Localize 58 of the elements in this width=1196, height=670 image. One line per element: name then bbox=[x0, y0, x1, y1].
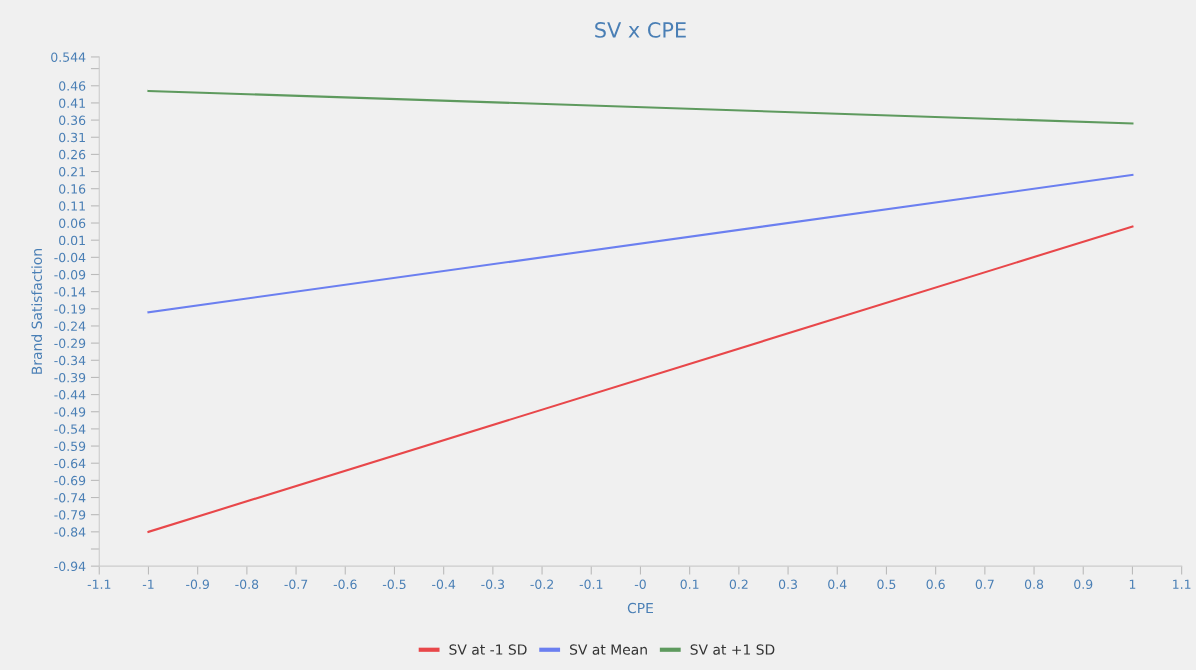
x-tick-label: -0.7 bbox=[284, 579, 308, 590]
x-tick-label: 1.1 bbox=[1173, 579, 1191, 589]
y-tick-label: -0.54 bbox=[54, 424, 86, 434]
y-tick-label: -0.39 bbox=[54, 372, 86, 383]
y-tick-label: 0.11 bbox=[59, 201, 85, 211]
y-tick-label: -0.64 bbox=[54, 458, 86, 469]
x-tick-label: 0.2 bbox=[729, 579, 748, 590]
y-tick-label: -0.14 bbox=[54, 287, 86, 297]
y-tick-label: -0.19 bbox=[54, 304, 86, 314]
x-tick-label: -0.1 bbox=[579, 579, 603, 590]
y-tick-label: -0.44 bbox=[54, 390, 86, 400]
x-tick-label: -1 bbox=[142, 579, 154, 589]
x-axis-title: CPE bbox=[627, 602, 653, 614]
y-tick-label: 0.26 bbox=[59, 149, 86, 160]
x-tick-label: -0.3 bbox=[481, 579, 505, 590]
y-axis-title: Brand Satisfaction bbox=[31, 249, 43, 374]
y-tick-label: -0.84 bbox=[54, 527, 86, 537]
x-tick-label: 0.6 bbox=[926, 579, 945, 590]
y-tick-label: -0.29 bbox=[54, 338, 86, 349]
x-tick-label: 0.5 bbox=[877, 579, 896, 590]
x-tick-label: 0.3 bbox=[778, 579, 797, 590]
y-tick-label: -0.09 bbox=[54, 269, 86, 280]
y-tick-label: -0.69 bbox=[54, 475, 86, 486]
legend-label: SV at +1 SD bbox=[690, 644, 775, 655]
x-tick-label: 0.9 bbox=[1074, 579, 1093, 590]
x-tick-label: 1 bbox=[1129, 579, 1136, 589]
x-tick-label: -0.6 bbox=[333, 579, 357, 590]
y-tick-label: 0.21 bbox=[59, 167, 85, 177]
legend-label: SV at Mean bbox=[570, 644, 647, 655]
y-tick-label: -0.34 bbox=[54, 355, 86, 366]
y-tick-label: 0.31 bbox=[59, 132, 85, 143]
y-tick-label: -0.24 bbox=[54, 321, 86, 331]
y-tick-label: 0.41 bbox=[59, 98, 85, 108]
x-tick-label: 0.4 bbox=[828, 579, 847, 590]
y-tick-label: 0.36 bbox=[59, 115, 86, 126]
x-tick-label: -1.1 bbox=[87, 579, 111, 589]
x-tick-label: 0.8 bbox=[1024, 579, 1044, 590]
chart-title: SV x CPE bbox=[595, 22, 686, 38]
y-tick-label: 0.46 bbox=[59, 81, 86, 91]
x-tick-label: 0.7 bbox=[975, 579, 994, 590]
y-tick-label: 0.544 bbox=[51, 52, 86, 62]
x-tick-label: -0.5 bbox=[382, 579, 406, 590]
legend-label: SV at -1 SD bbox=[449, 644, 527, 655]
y-tick-label: -0.79 bbox=[54, 510, 86, 520]
y-tick-label: 0.01 bbox=[59, 235, 85, 246]
y-tick-label: -0.04 bbox=[54, 252, 86, 263]
x-tick-label: -0.8 bbox=[235, 579, 259, 590]
y-tick-label: -0.94 bbox=[54, 561, 86, 572]
x-tick-label: -0.9 bbox=[186, 579, 209, 590]
y-tick-label: -0.74 bbox=[54, 493, 86, 503]
y-tick-label: -0.59 bbox=[54, 441, 86, 451]
y-tick-label: -0.49 bbox=[54, 407, 86, 417]
x-tick-label: -0.2 bbox=[530, 579, 553, 590]
y-tick-label: 0.06 bbox=[59, 218, 86, 228]
y-tick-label: 0.16 bbox=[59, 184, 86, 194]
x-tick-label: 0.1 bbox=[680, 579, 699, 590]
x-tick-label: -0.4 bbox=[432, 579, 456, 590]
x-tick-label: -0 bbox=[634, 579, 646, 590]
